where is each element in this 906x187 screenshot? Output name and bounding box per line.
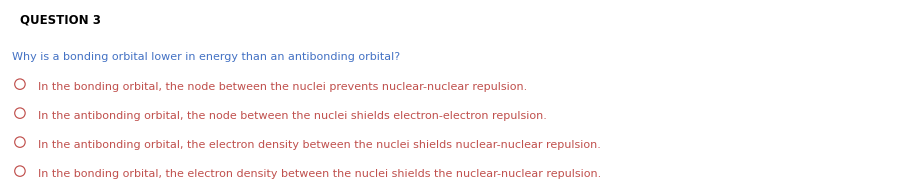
Text: QUESTION 3: QUESTION 3 xyxy=(20,13,101,26)
Text: In the bonding orbital, the node between the nuclei prevents nuclear-nuclear rep: In the bonding orbital, the node between… xyxy=(38,82,527,92)
Text: In the antibonding orbital, the node between the nuclei shields electron-electro: In the antibonding orbital, the node bet… xyxy=(38,111,547,121)
Text: Why is a bonding orbital lower in energy than an antibonding orbital?: Why is a bonding orbital lower in energy… xyxy=(12,52,400,62)
Text: In the bonding orbital, the electron density between the nuclei shields the nucl: In the bonding orbital, the electron den… xyxy=(38,169,602,179)
Text: In the antibonding orbital, the electron density between the nuclei shields nucl: In the antibonding orbital, the electron… xyxy=(38,140,601,150)
